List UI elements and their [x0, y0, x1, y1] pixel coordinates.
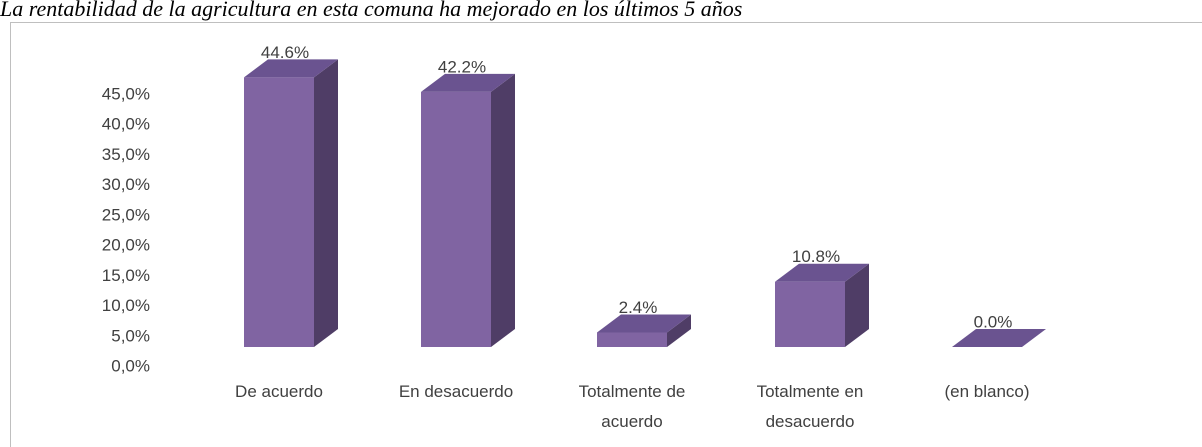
- bar-top: [775, 263, 869, 282]
- y-tick-label: 35,0%: [102, 145, 150, 164]
- bar-top: [421, 73, 515, 92]
- bar-side: [314, 59, 338, 347]
- y-tick-label: 0,0%: [111, 356, 150, 375]
- bar: [775, 263, 869, 347]
- y-tick-label: 40,0%: [102, 115, 150, 134]
- bar-side: [667, 314, 691, 347]
- chart-border: [10, 22, 1202, 447]
- bar-side: [491, 73, 515, 348]
- x-tick-label: (en blanco): [944, 382, 1030, 401]
- y-tick-label: 20,0%: [102, 236, 150, 255]
- bar-front: [421, 91, 491, 348]
- y-tick-label: 10,0%: [102, 296, 150, 315]
- value-label: 10.8%: [792, 247, 840, 266]
- x-tick-label: De acuerdo: [235, 382, 323, 401]
- bar-side: [845, 263, 869, 347]
- y-tick-label: 45,0%: [102, 84, 150, 103]
- y-tick-label: 30,0%: [102, 175, 150, 194]
- bar-top: [244, 59, 338, 78]
- y-tick-label: 15,0%: [102, 266, 150, 285]
- y-tick-label: 5,0%: [111, 326, 150, 345]
- bar-top: [952, 329, 1046, 347]
- bar: [421, 73, 515, 348]
- bar-top: [597, 314, 691, 333]
- chart-title: La rentabilidad de la agricultura en est…: [0, 0, 742, 21]
- bar-front: [775, 281, 845, 347]
- value-label: 0.0%: [974, 312, 1013, 331]
- value-label: 2.4%: [619, 298, 658, 317]
- x-tick-label: En desacuerdo: [398, 382, 514, 401]
- bar: [244, 59, 338, 347]
- y-tick-label: 25,0%: [102, 205, 150, 224]
- bar-front: [244, 77, 314, 347]
- x-tick-label: Totalmente en desacuerdo: [756, 382, 864, 431]
- bar-front: [597, 332, 667, 347]
- value-label: 42.2%: [438, 57, 486, 76]
- bar: [597, 314, 691, 347]
- bar: [952, 329, 1046, 347]
- value-label: 44.6%: [261, 43, 309, 62]
- x-tick-label: Totalmente de acuerdo: [578, 382, 686, 431]
